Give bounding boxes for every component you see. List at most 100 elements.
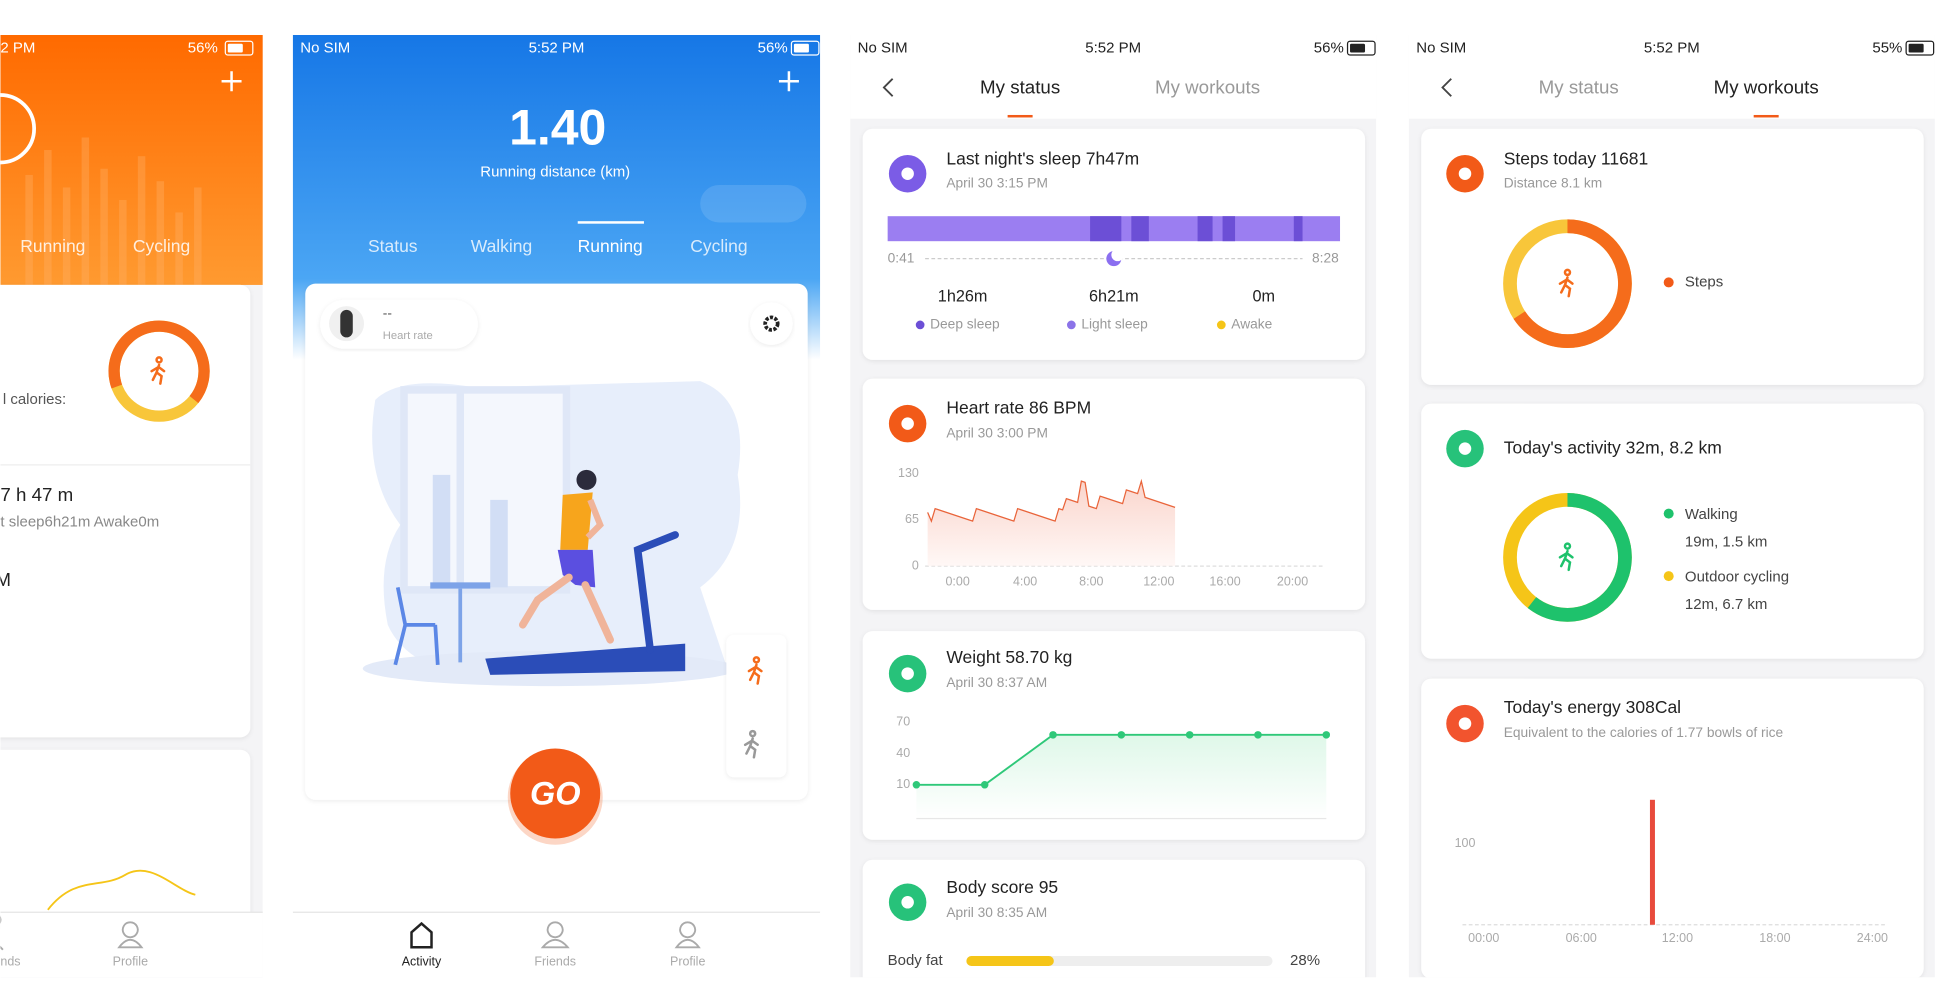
nav-label: nds	[0, 955, 20, 969]
run-icon	[747, 656, 763, 685]
carrier: No SIM	[1416, 40, 1466, 57]
header	[850, 34, 1377, 119]
y-tick-label: 65	[905, 512, 919, 526]
weight-point	[1049, 731, 1057, 739]
carrier: No SIM	[858, 40, 908, 57]
run-icon	[150, 356, 166, 385]
card-icon-glyph	[1458, 167, 1472, 180]
card-icon-glyph	[1458, 442, 1472, 455]
deep-sleep-block	[1293, 216, 1303, 242]
tab[interactable]: Status	[368, 236, 418, 256]
heart-rate-label: Heart rate	[383, 330, 433, 342]
screen-3: No SIM 5:52 PM 56% My status My workouts Last…	[850, 34, 1377, 978]
y-tick-label: 100	[1455, 836, 1476, 850]
card-title: Today's activity 32m, 8.2 km	[1504, 437, 1722, 457]
sleep-stat-value: 1h26m	[938, 288, 988, 306]
card-title: Body score 95	[946, 877, 1058, 897]
sleep-total: 7 h 47 m	[0, 484, 73, 505]
card-subtitle: Equivalent to the calories of 1.77 bowls…	[1504, 725, 1784, 740]
legend-label: Walking	[1685, 506, 1738, 523]
screen-2: No SIM 5:52 PM 56% 1.40 Running distance (km…	[292, 34, 821, 978]
distance-label: Running distance (km)	[480, 163, 630, 180]
sleep-stat-value: 0m	[1253, 288, 1276, 306]
x-tick-label: 06:00	[1566, 931, 1597, 945]
nav-label: Profile	[113, 955, 148, 969]
card	[862, 859, 1366, 978]
battery-icon	[1905, 40, 1935, 56]
card	[1421, 403, 1924, 659]
profile-icon	[117, 921, 144, 949]
card	[862, 128, 1366, 360]
settings-icon	[763, 315, 780, 332]
weight-point	[980, 781, 989, 789]
nav-label[interactable]: Activity	[402, 955, 442, 969]
tab[interactable]: Running	[578, 236, 643, 256]
sleep-stat-value: 6h21m	[1089, 288, 1139, 306]
card	[0, 749, 251, 925]
x-tick-label: 18:00	[1759, 931, 1790, 945]
card-subtitle: Distance 8.1 km	[1504, 175, 1602, 190]
y-tick-label: 70	[896, 715, 910, 729]
sleep-extra: M	[0, 569, 11, 590]
tab-indicator	[1007, 114, 1033, 118]
steps-ring	[1503, 219, 1632, 349]
tab[interactable]: My status	[1539, 77, 1619, 98]
heart-rate-line	[927, 478, 1176, 523]
x-tick-label: 20:00	[1277, 575, 1308, 589]
chair	[393, 586, 440, 666]
y-tick-label: 10	[896, 777, 910, 791]
tab[interactable]: My workouts	[1714, 77, 1819, 98]
tab-indicator	[577, 221, 644, 224]
weight-point	[1185, 731, 1194, 739]
sleep-stat-label: Deep sleep	[930, 317, 1000, 332]
x-tick-label: 4:00	[1013, 575, 1037, 589]
card-date: April 30 8:37 AM	[946, 675, 1047, 690]
deep-sleep-block	[1090, 216, 1122, 242]
battery-level	[1908, 43, 1924, 53]
deep-sleep-block	[1222, 216, 1236, 242]
header-bar-decoration	[175, 212, 183, 285]
tab[interactable]: Walking	[471, 236, 533, 256]
battery-icon	[1346, 40, 1376, 56]
screen-4: No SIM 5:52 PM 55% My status My workouts Step…	[1408, 34, 1935, 978]
distance-value: 1.40	[509, 99, 606, 155]
header-bar-decoration	[100, 168, 108, 285]
header-bar-decoration	[156, 181, 165, 285]
heart-rate-value: --	[383, 305, 392, 320]
runner-head	[576, 469, 597, 490]
battery-percent: 56%	[758, 40, 788, 57]
tab: Cycling	[133, 236, 190, 256]
card	[0, 284, 251, 738]
card-title: Today's energy 308Cal	[1504, 697, 1681, 717]
header	[1408, 34, 1935, 119]
card-icon-glyph	[901, 167, 914, 180]
tab[interactable]: My status	[980, 77, 1060, 98]
battery-level	[793, 43, 809, 53]
weight-area	[916, 734, 1327, 819]
card-date: April 30 3:00 PM	[946, 425, 1048, 440]
sleep-start: 0:41	[888, 250, 915, 265]
card-title: Steps today 11681	[1504, 149, 1649, 169]
legend-detail: 12m, 6.7 km	[1685, 596, 1767, 613]
add-button	[221, 71, 242, 92]
tab[interactable]: Cycling	[690, 236, 747, 256]
nav-label[interactable]: Friends	[534, 955, 576, 969]
back-button	[882, 78, 894, 97]
metric-label: Body fat	[888, 952, 944, 969]
sleep-stat-label: Awake	[1231, 317, 1272, 332]
nav-label[interactable]: Profile	[670, 955, 705, 969]
battery-percent: 56%	[1314, 40, 1344, 57]
status-time: 5:52 PM	[1644, 40, 1700, 57]
runner-arm	[585, 498, 604, 540]
deep-sleep-block	[1197, 216, 1213, 242]
profile-icon	[674, 921, 701, 949]
tab[interactable]: My workouts	[1155, 77, 1260, 98]
status-time: 2 PM	[0, 40, 35, 57]
metric-fill	[966, 956, 1054, 967]
deep-sleep-block	[1131, 216, 1149, 242]
go-label[interactable]: GO	[530, 776, 581, 812]
legend-dot	[1216, 320, 1226, 330]
header-bar-decoration	[44, 149, 52, 285]
go-button[interactable]	[510, 748, 601, 839]
